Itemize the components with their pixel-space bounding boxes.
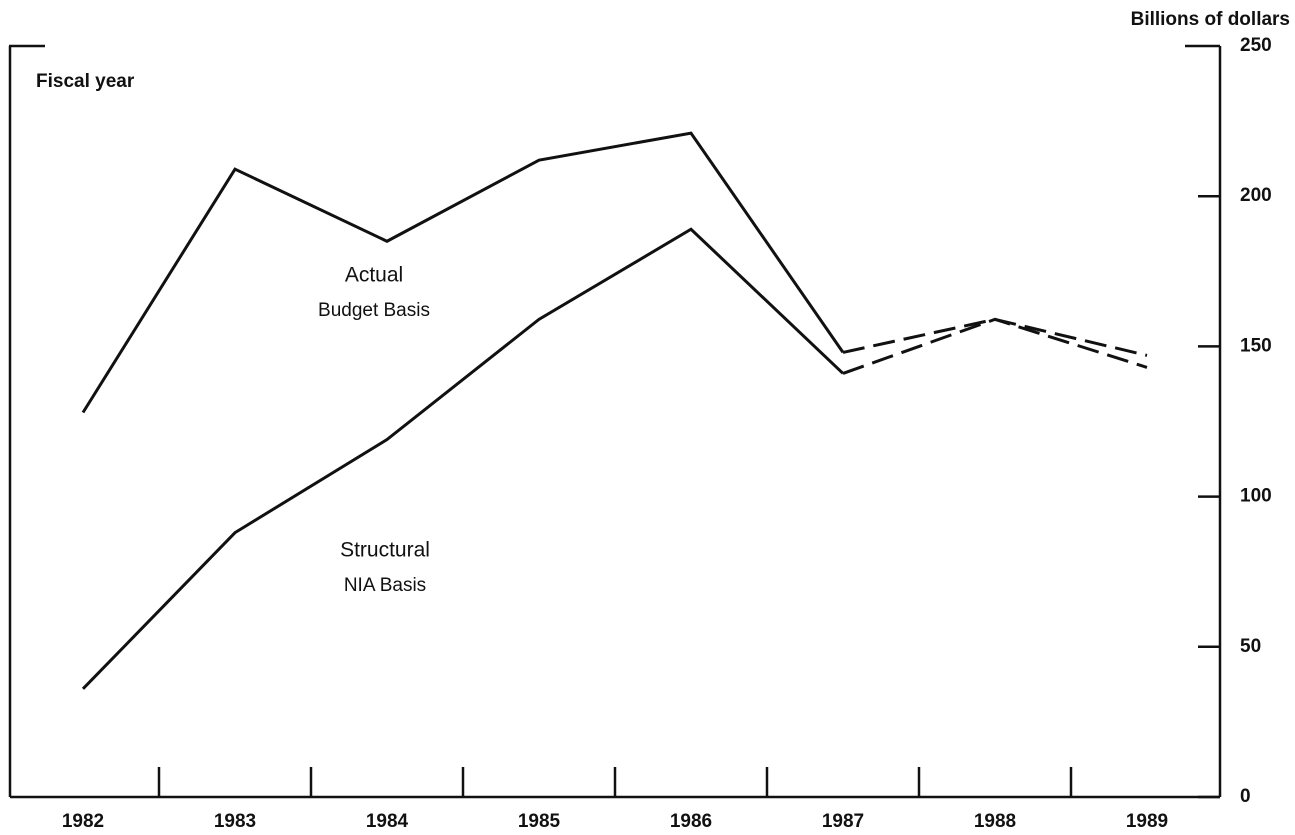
x-tick-label: 1984 (366, 811, 409, 832)
y-tick-label: 250 (1240, 35, 1272, 56)
y-tick-label: 50 (1240, 636, 1261, 657)
y-tick-label: 100 (1240, 486, 1272, 507)
x-axis-label: Fiscal year (36, 71, 135, 92)
x-tick-label: 1987 (822, 811, 864, 832)
y-tick-label: 200 (1240, 185, 1272, 206)
y-axis-label: Billions of dollars (1131, 9, 1290, 30)
annotation: Budget Basis (318, 300, 430, 321)
projected-line (842, 317, 1148, 375)
x-tick-label: 1982 (62, 811, 104, 832)
y-tick-label: 150 (1240, 335, 1272, 356)
x-tick-label: 1989 (1126, 811, 1168, 832)
x-tick-label: 1986 (670, 811, 712, 832)
annotation: Actual (345, 264, 403, 287)
series-line (81, 131, 845, 414)
x-tick-label: 1983 (214, 811, 256, 832)
annotation: Structural (340, 539, 430, 562)
projected-line (842, 317, 1148, 357)
x-tick-label: 1985 (518, 811, 561, 832)
y-tick-label: 0 (1240, 786, 1251, 807)
series-line (81, 227, 845, 690)
annotation: NIA Basis (344, 575, 426, 596)
x-tick-label: 1988 (974, 811, 1016, 832)
